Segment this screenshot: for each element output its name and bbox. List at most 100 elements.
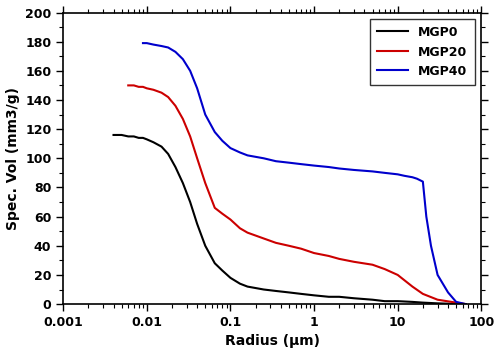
MGP40 bbox=[445, 290, 451, 295]
MGP20 bbox=[252, 233, 258, 238]
MGP20 bbox=[462, 302, 468, 306]
MGP40 bbox=[336, 166, 342, 171]
MGP20 bbox=[220, 212, 226, 216]
MGP0 bbox=[382, 299, 388, 303]
MGP40 bbox=[140, 41, 146, 45]
MGP20 bbox=[194, 156, 200, 160]
MGP40 bbox=[237, 150, 243, 155]
MGP20 bbox=[394, 273, 400, 277]
MGP0 bbox=[351, 296, 357, 301]
MGP40 bbox=[220, 139, 226, 143]
MGP40 bbox=[202, 113, 208, 117]
MGP0 bbox=[125, 134, 131, 138]
MGP20 bbox=[202, 181, 208, 185]
MGP20 bbox=[420, 292, 426, 296]
MGP40 bbox=[150, 42, 156, 47]
MGP0 bbox=[194, 222, 200, 226]
MGP0 bbox=[453, 302, 459, 306]
MGP20 bbox=[311, 251, 317, 255]
MGP40 bbox=[462, 302, 468, 306]
MGP40 bbox=[434, 273, 440, 277]
MGP40 bbox=[394, 172, 400, 176]
Legend: MGP0, MGP20, MGP40: MGP0, MGP20, MGP40 bbox=[370, 19, 475, 85]
MGP40 bbox=[402, 174, 407, 178]
MGP20 bbox=[410, 285, 416, 289]
MGP20 bbox=[165, 95, 171, 99]
MGP0 bbox=[172, 165, 178, 169]
MGP0 bbox=[180, 181, 186, 185]
MGP20 bbox=[172, 104, 178, 108]
MGP40 bbox=[172, 50, 178, 54]
MGP0 bbox=[228, 276, 234, 280]
MGP0 bbox=[118, 133, 124, 137]
MGP0 bbox=[260, 287, 266, 292]
MGP0 bbox=[150, 140, 156, 144]
MGP40 bbox=[420, 179, 426, 184]
MGP20 bbox=[180, 117, 186, 121]
MGP40 bbox=[298, 162, 304, 166]
X-axis label: Radius (μm): Radius (μm) bbox=[224, 335, 320, 348]
MGP40 bbox=[144, 41, 150, 45]
MGP40 bbox=[428, 244, 434, 248]
MGP20 bbox=[273, 241, 279, 245]
MGP40 bbox=[228, 146, 234, 150]
MGP40 bbox=[252, 155, 258, 159]
MGP20 bbox=[228, 217, 234, 222]
MGP20 bbox=[212, 206, 218, 210]
MGP20 bbox=[326, 254, 332, 258]
MGP20 bbox=[298, 246, 304, 251]
MGP0 bbox=[165, 152, 171, 156]
MGP40 bbox=[180, 57, 186, 61]
MGP40 bbox=[187, 69, 193, 73]
MGP0 bbox=[131, 134, 137, 138]
Line: MGP0: MGP0 bbox=[114, 135, 466, 304]
MGP40 bbox=[158, 44, 164, 48]
MGP0 bbox=[202, 244, 208, 248]
MGP0 bbox=[286, 290, 292, 295]
MGP20 bbox=[260, 236, 266, 241]
MGP20 bbox=[140, 85, 146, 89]
MGP20 bbox=[136, 85, 141, 89]
MGP0 bbox=[158, 144, 164, 149]
MGP0 bbox=[434, 301, 440, 306]
MGP20 bbox=[125, 83, 131, 87]
MGP40 bbox=[410, 175, 416, 179]
MGP40 bbox=[453, 300, 459, 304]
MGP0 bbox=[298, 292, 304, 296]
MGP0 bbox=[311, 293, 317, 297]
MGP0 bbox=[370, 298, 376, 302]
MGP40 bbox=[212, 130, 218, 134]
Line: MGP40: MGP40 bbox=[143, 43, 466, 304]
MGP40 bbox=[370, 169, 376, 173]
MGP40 bbox=[244, 153, 250, 158]
MGP0 bbox=[410, 300, 416, 304]
Y-axis label: Spec. Vol (mm3/g): Spec. Vol (mm3/g) bbox=[6, 87, 20, 230]
MGP20 bbox=[434, 298, 440, 302]
MGP40 bbox=[424, 215, 430, 219]
MGP0 bbox=[326, 295, 332, 299]
MGP0 bbox=[394, 299, 400, 303]
MGP20 bbox=[237, 226, 243, 230]
MGP0 bbox=[336, 295, 342, 299]
MGP20 bbox=[382, 267, 388, 271]
MGP40 bbox=[326, 165, 332, 169]
MGP0 bbox=[110, 133, 116, 137]
MGP20 bbox=[370, 263, 376, 267]
MGP0 bbox=[136, 136, 141, 140]
MGP40 bbox=[382, 171, 388, 175]
MGP0 bbox=[462, 302, 468, 306]
MGP20 bbox=[286, 244, 292, 248]
MGP0 bbox=[220, 268, 226, 273]
MGP0 bbox=[187, 200, 193, 204]
MGP40 bbox=[414, 177, 420, 181]
MGP20 bbox=[131, 83, 137, 87]
MGP0 bbox=[244, 285, 250, 289]
MGP20 bbox=[453, 301, 459, 305]
MGP40 bbox=[273, 159, 279, 163]
MGP20 bbox=[351, 260, 357, 264]
MGP0 bbox=[252, 286, 258, 290]
MGP40 bbox=[165, 45, 171, 50]
MGP0 bbox=[140, 136, 146, 140]
MGP20 bbox=[187, 134, 193, 138]
Line: MGP20: MGP20 bbox=[128, 85, 466, 304]
